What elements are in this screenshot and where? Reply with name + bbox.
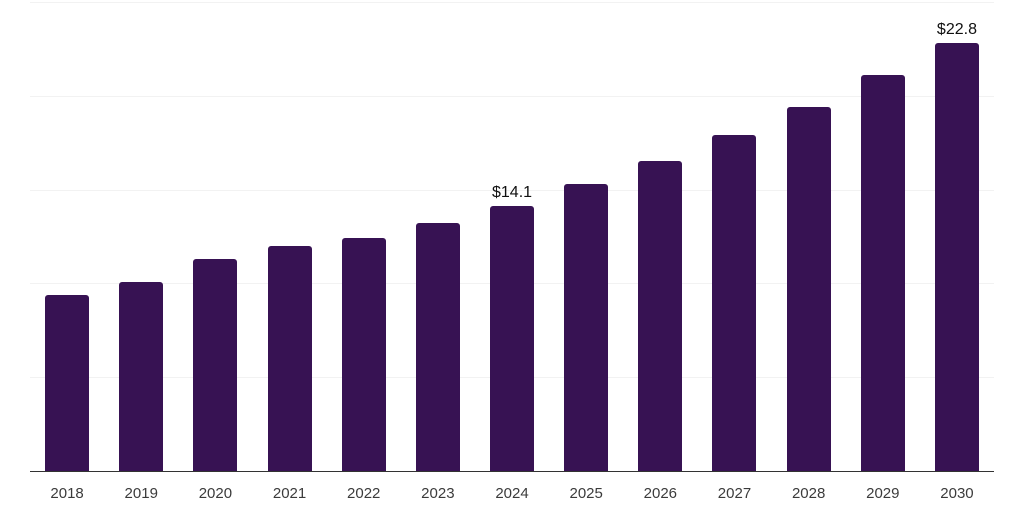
bars-layer: $14.1 $22.8 <box>30 2 994 471</box>
x-tick-label-2029: 2029 <box>866 485 900 502</box>
gridline-y-25 <box>30 2 994 3</box>
bar-2019 <box>119 281 164 471</box>
gridline-y-20 <box>30 95 994 97</box>
bar-slot-2022 <box>327 2 401 471</box>
x-tick-label-2020: 2020 <box>198 485 233 502</box>
x-tick-label-2025: 2025 <box>569 485 603 502</box>
bar-2028 <box>786 107 831 471</box>
bar-2026 <box>638 161 683 471</box>
x-axis-line <box>30 471 994 472</box>
bar-slot-2020 <box>178 2 252 471</box>
bar-slot-2029 <box>846 2 920 471</box>
bar-2020 <box>193 259 238 471</box>
bar-2029 <box>860 75 905 471</box>
bar-slot-2019 <box>104 2 178 471</box>
bar-value-label-2030: $22.8 <box>936 21 977 39</box>
gridline-y-15 <box>30 189 994 191</box>
bar-2023 <box>415 223 460 471</box>
bar-2025 <box>564 183 609 471</box>
bar-slot-2025 <box>549 2 623 471</box>
x-axis-labels: 2018 2019 2020 2021 2022 2023 2024 2025 2026 2027… <box>30 485 994 502</box>
bar-slot-2028 <box>772 2 846 471</box>
bar-2018 <box>45 294 90 471</box>
bar-slot-2027 <box>697 2 771 471</box>
x-tick-label-2021: 2021 <box>272 485 307 502</box>
x-tick-label-2028: 2028 <box>791 485 826 502</box>
x-tick-label-2019: 2019 <box>124 485 158 502</box>
x-tick-label-2018: 2018 <box>50 485 84 502</box>
x-tick-label-2023: 2023 <box>421 485 455 502</box>
bar-2030: $22.8 <box>934 22 979 471</box>
x-tick-label-2022: 2022 <box>347 485 381 502</box>
bar-slot-2018 <box>30 2 104 471</box>
bar-slot-2030: $22.8 <box>920 2 994 471</box>
bar-slot-2021 <box>252 2 326 471</box>
x-tick-label-2026: 2026 <box>643 485 678 502</box>
bar-2027 <box>712 135 757 471</box>
bar-slot-2024: $14.1 <box>475 2 549 471</box>
x-tick-label-2027: 2027 <box>717 485 752 502</box>
plot-area: $14.1 $22.8 <box>30 2 994 472</box>
bar-2024: $14.1 <box>490 185 535 471</box>
bar-slot-2026 <box>623 2 697 471</box>
x-tick-label-2024: 2024 <box>495 485 529 502</box>
bar-value-label-2024: $14.1 <box>491 184 533 202</box>
x-tick-label-2030: 2030 <box>940 485 974 502</box>
bar-2022 <box>341 238 386 471</box>
bar-2021 <box>267 245 312 471</box>
bar-slot-2023 <box>401 2 475 471</box>
